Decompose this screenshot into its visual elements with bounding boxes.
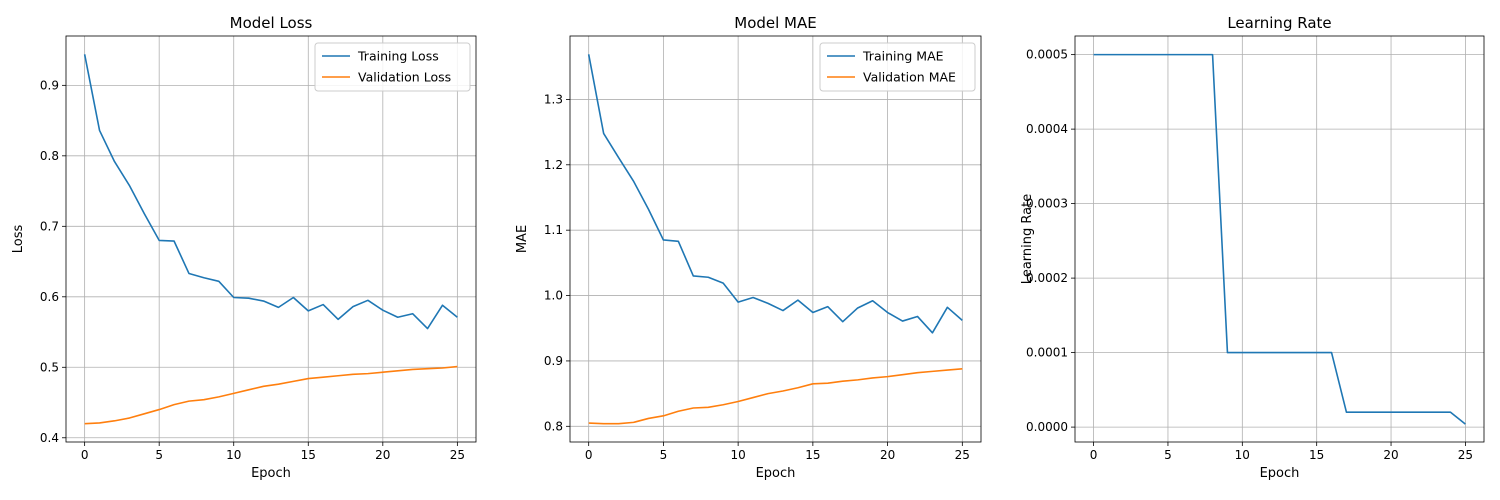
axes-frame <box>1074 35 1485 443</box>
x-tick-label: 25 <box>1458 448 1473 462</box>
legend-box <box>819 42 976 92</box>
legend-label: Training MAE <box>862 49 944 64</box>
x-tick-label: 15 <box>805 448 820 462</box>
x-tick-label: 15 <box>1309 448 1324 462</box>
chart-title: Model MAE <box>734 14 817 32</box>
y-tick-label: 1.0 <box>544 289 563 303</box>
y-tick-label: 1.2 <box>544 158 563 172</box>
y-tick-label: 0.0005 <box>1026 48 1068 62</box>
legend-label: Validation Loss <box>358 70 451 85</box>
series-line-training-mae <box>587 54 963 334</box>
legend-label: Validation MAE <box>863 70 956 85</box>
x-tick-label: 10 <box>226 448 241 462</box>
x-tick-label: 15 <box>301 448 316 462</box>
legend: Training Loss Validation Loss <box>314 42 471 92</box>
x-tick-label: 25 <box>955 448 970 462</box>
series-line-training-loss <box>83 54 458 330</box>
series-line-learning-rate <box>1093 53 1466 425</box>
chart-panel-3: 0 5 10 15 20 25 0.0000 0.0001 0.0002 0.0003 0.0004… <box>1020 14 1485 481</box>
x-tick-label: 10 <box>1235 448 1250 462</box>
x-axis-label: Epoch <box>251 466 291 481</box>
y-tick-label: 0.0001 <box>1026 346 1068 360</box>
y-tick-label: 1.1 <box>544 223 563 237</box>
legend-box <box>314 42 471 92</box>
legend-label: Training Loss <box>357 49 439 64</box>
y-tick-label: 0.0002 <box>1026 271 1068 285</box>
x-tick-label: 20 <box>375 448 390 462</box>
y-tick-label: 0.9 <box>544 354 563 368</box>
chart-panel-2: 0 5 10 15 20 25 0.8 0.9 1.0 1.1 1.2 1.3 Model MAE Epo… <box>515 14 982 481</box>
x-tick-label: 0 <box>585 448 593 462</box>
x-axis-label: Epoch <box>756 466 796 481</box>
y-tick-label: 0.0000 <box>1026 420 1068 434</box>
axes-frame <box>65 35 477 443</box>
y-axis-label: Loss <box>11 225 26 254</box>
chart-title: Learning Rate <box>1227 14 1331 32</box>
y-tick-label: 0.7 <box>40 219 59 233</box>
chart-panel-1: 0 5 10 15 20 25 0.4 0.5 0.6 0.7 0.8 0.9 Model Loss Ep… <box>11 14 477 481</box>
y-tick-label: 0.6 <box>40 290 59 304</box>
x-tick-label: 5 <box>1164 448 1172 462</box>
x-tick-label: 5 <box>660 448 668 462</box>
axes-frame <box>569 35 982 443</box>
x-tick-label: 0 <box>1090 448 1098 462</box>
y-tick-label: 0.4 <box>40 431 59 445</box>
y-tick-label: 0.8 <box>40 149 59 163</box>
x-tick-label: 0 <box>81 448 89 462</box>
x-tick-label: 25 <box>450 448 465 462</box>
y-tick-label: 0.9 <box>40 78 59 92</box>
x-tick-label: 10 <box>730 448 745 462</box>
x-axis-label: Epoch <box>1260 466 1300 481</box>
x-tick-label: 5 <box>155 448 163 462</box>
chart-title: Model Loss <box>230 14 313 32</box>
series-line-validation-loss <box>84 365 458 425</box>
legend: Training MAE Validation MAE <box>819 42 976 92</box>
y-axis-label: Learning Rate <box>1020 194 1035 284</box>
y-tick-label: 0.5 <box>40 360 59 374</box>
y-tick-label: 0.0003 <box>1026 197 1068 211</box>
y-tick-label: 1.3 <box>544 92 563 106</box>
series-line-validation-mae <box>588 367 963 425</box>
x-tick-label: 20 <box>880 448 895 462</box>
y-axis-label: MAE <box>515 225 530 253</box>
y-tick-label: 0.8 <box>544 419 563 433</box>
y-tick-label: 0.0004 <box>1026 122 1068 136</box>
x-tick-label: 20 <box>1383 448 1398 462</box>
